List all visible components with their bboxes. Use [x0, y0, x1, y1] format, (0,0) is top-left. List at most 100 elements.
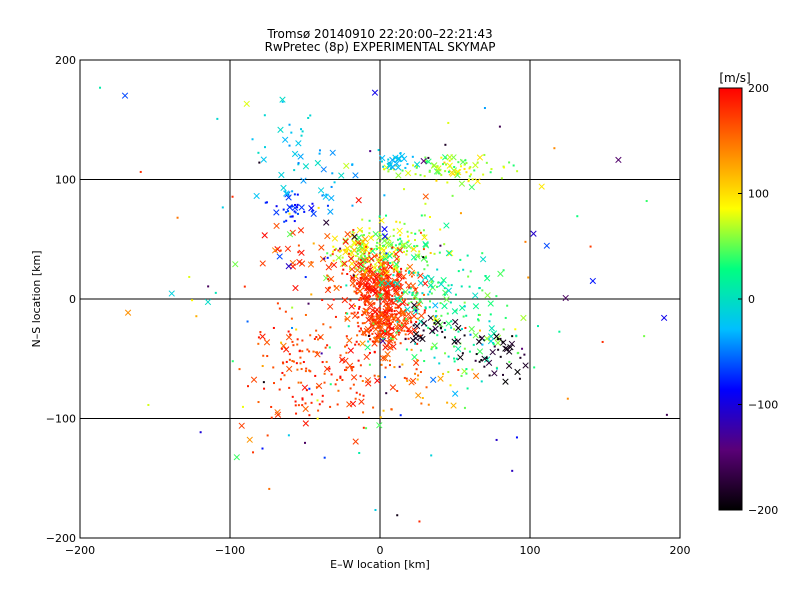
- data-point: [315, 386, 318, 389]
- data-point-x: [379, 354, 387, 362]
- data-point: [367, 334, 370, 337]
- data-point-x: [280, 342, 287, 349]
- data-point-x: [285, 263, 292, 270]
- data-point: [422, 329, 425, 332]
- data-point-x: [327, 303, 334, 310]
- data-point: [437, 281, 440, 284]
- data-point: [446, 401, 449, 404]
- data-point: [553, 147, 556, 150]
- data-point: [350, 245, 353, 248]
- data-point: [411, 292, 414, 295]
- data-point-x: [434, 319, 442, 326]
- data-point: [443, 336, 446, 339]
- data-point: [434, 319, 437, 322]
- data-point: [406, 379, 409, 382]
- data-point-x: [445, 287, 452, 294]
- data-point: [350, 276, 353, 279]
- data-point: [398, 270, 401, 273]
- data-point-x: [387, 241, 394, 248]
- data-point: [377, 149, 380, 152]
- data-point: [447, 284, 450, 287]
- data-point: [514, 328, 517, 331]
- data-point-x: [250, 376, 258, 383]
- data-point-x: [476, 348, 484, 355]
- y-tick-label: −200: [46, 532, 76, 545]
- data-point-x: [543, 242, 550, 249]
- data-point-x: [522, 362, 529, 369]
- plot-area: −200 −100 0 100 200 −200 −100 0 100 200: [46, 54, 691, 557]
- data-point: [394, 244, 397, 247]
- data-point: [291, 340, 294, 343]
- data-point: [342, 268, 345, 271]
- data-point: [508, 161, 511, 164]
- data-point: [257, 151, 260, 154]
- data-point-x: [343, 162, 350, 169]
- data-point-x: [243, 100, 250, 108]
- data-point: [368, 227, 371, 230]
- data-point-x: [344, 231, 351, 238]
- data-point: [376, 298, 379, 301]
- data-point: [258, 161, 261, 164]
- data-point: [263, 387, 266, 390]
- data-point-x: [363, 327, 371, 335]
- data-point: [300, 381, 303, 384]
- data-point: [368, 351, 371, 354]
- data-point-x: [302, 163, 310, 170]
- data-point: [241, 405, 244, 408]
- data-point: [443, 287, 446, 290]
- colorbar-tick-label: 0: [748, 293, 755, 306]
- data-point: [369, 265, 372, 268]
- data-point-x: [407, 329, 414, 336]
- data-point: [397, 331, 400, 334]
- data-point: [485, 161, 488, 164]
- data-point-x: [421, 234, 428, 241]
- data-point: [303, 210, 306, 213]
- data-point: [388, 309, 391, 312]
- data-point: [388, 299, 391, 302]
- data-point-x: [282, 136, 289, 143]
- data-point: [371, 273, 374, 276]
- data-point-x: [458, 180, 466, 187]
- data-point: [477, 319, 480, 322]
- data-point: [334, 247, 337, 250]
- data-point: [346, 273, 349, 276]
- data-point: [385, 322, 388, 325]
- data-point: [393, 284, 396, 287]
- data-point: [425, 260, 428, 263]
- data-point: [327, 287, 330, 290]
- data-point-x: [452, 318, 459, 326]
- data-point: [558, 330, 561, 333]
- data-point: [337, 249, 340, 252]
- data-point: [527, 276, 530, 279]
- data-point: [465, 314, 468, 317]
- data-point: [428, 290, 431, 293]
- data-point: [404, 281, 407, 284]
- data-point: [381, 273, 384, 276]
- data-point-x: [280, 184, 287, 192]
- data-point-x: [589, 277, 596, 285]
- data-point: [328, 346, 331, 349]
- data-point: [372, 315, 375, 318]
- data-point: [337, 389, 340, 392]
- data-point: [443, 293, 446, 296]
- data-point: [429, 252, 432, 255]
- data-point-x: [324, 286, 332, 294]
- data-point: [351, 369, 354, 372]
- data-point-x: [279, 96, 286, 103]
- data-point: [344, 318, 347, 321]
- data-point: [498, 125, 501, 128]
- data-point: [308, 414, 311, 417]
- data-point: [388, 317, 391, 320]
- data-point-x: [325, 264, 332, 271]
- data-point: [345, 247, 348, 250]
- data-point: [478, 329, 481, 332]
- axis-ticks: [79, 59, 681, 539]
- data-point: [365, 269, 368, 272]
- data-point: [408, 270, 411, 273]
- data-point: [294, 211, 297, 214]
- data-point: [318, 403, 321, 406]
- data-point: [361, 218, 364, 221]
- data-point: [375, 248, 378, 251]
- data-point-x: [430, 376, 437, 383]
- data-point: [416, 274, 419, 277]
